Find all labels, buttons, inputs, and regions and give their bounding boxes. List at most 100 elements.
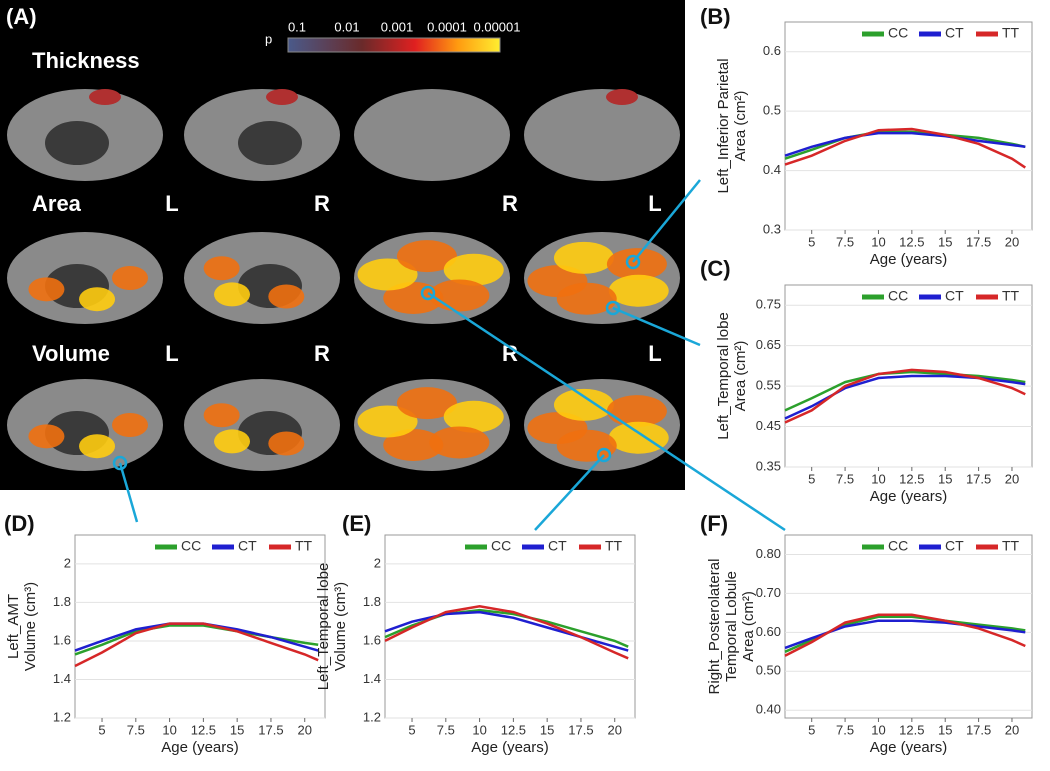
trend-line: [384, 610, 629, 652]
x-tick-label: 5: [98, 722, 105, 737]
panel-label: (C): [700, 256, 731, 281]
activation: [556, 282, 617, 315]
hemisphere-label: L: [648, 341, 661, 366]
brain-medial: [45, 121, 109, 165]
hemisphere-label: L: [648, 191, 661, 216]
x-tick-label: 20: [1005, 234, 1019, 249]
activation: [396, 240, 457, 273]
colorbar-label: 0.1: [288, 19, 306, 34]
x-tick-label: 15: [938, 722, 952, 737]
brain: [524, 89, 680, 181]
y-tick-label: 0.45: [756, 418, 781, 433]
x-tick-label: 7.5: [127, 722, 145, 737]
legend-label: TT: [295, 538, 313, 554]
x-tick-label: 12.5: [899, 471, 924, 486]
activation: [383, 282, 444, 315]
panel-label: (E): [342, 511, 371, 536]
activation: [28, 277, 65, 302]
y-tick-label: 0.75: [756, 297, 781, 312]
legend-label: TT: [1002, 25, 1020, 41]
y-tick-label: 1.8: [53, 594, 71, 609]
y-tick-label: 0.3: [763, 221, 781, 236]
x-tick-label: 5: [808, 471, 815, 486]
y-axis-label: Volume (cm³): [22, 582, 39, 671]
y-tick-label: 1.2: [363, 709, 381, 724]
trend-line: [784, 368, 1026, 424]
activation: [357, 258, 418, 291]
x-axis-label: Age (years): [870, 488, 948, 505]
x-tick-label: 10: [162, 722, 176, 737]
y-tick-label: 0.4: [763, 162, 781, 177]
x-tick-label: 12.5: [899, 234, 924, 249]
colorbar-symbol: p: [265, 31, 272, 46]
activation: [429, 426, 490, 459]
y-axis-label: Area (cm²): [732, 91, 749, 162]
brain-medial: [238, 121, 302, 165]
x-tick-label: 7.5: [836, 722, 854, 737]
panel-label: (F): [700, 511, 728, 536]
x-tick-label: 7.5: [437, 722, 455, 737]
hemisphere-label: R: [314, 191, 330, 216]
activation: [553, 241, 614, 274]
x-tick-label: 10: [472, 722, 486, 737]
legend-label: CC: [888, 25, 908, 41]
trend-line: [74, 622, 319, 668]
y-axis-label: Area (cm²): [740, 591, 757, 662]
x-axis-label: Age (years): [471, 739, 549, 756]
x-tick-label: 12.5: [899, 722, 924, 737]
activation: [429, 279, 490, 312]
y-tick-label: 1.2: [53, 709, 71, 724]
activation: [556, 429, 617, 462]
activation: [112, 413, 148, 437]
activation: [28, 424, 65, 449]
y-tick-label: 1.4: [53, 671, 71, 686]
y-tick-label: 0.50: [756, 663, 781, 678]
x-tick-label: 20: [607, 722, 621, 737]
row-label: Thickness: [32, 48, 140, 73]
activation: [112, 266, 148, 290]
x-axis-label: Age (years): [870, 739, 948, 756]
y-axis-label: Left_Inferior Parietal: [715, 58, 732, 193]
y-axis-label: Left_Temporal lobe: [315, 563, 332, 691]
activation: [383, 429, 444, 462]
legend-label: TT: [605, 538, 623, 554]
hemisphere-label: R: [502, 191, 518, 216]
plot-area: [784, 21, 1033, 231]
legend-label: CC: [888, 538, 908, 554]
x-tick-label: 15: [230, 722, 244, 737]
legend-label: CC: [491, 538, 511, 554]
y-tick-label: 0.60: [756, 624, 781, 639]
y-tick-label: 0.55: [756, 378, 781, 393]
y-axis-label: Left_Temporal lobe: [715, 312, 732, 440]
legend-label: CT: [945, 538, 964, 554]
trend-line: [784, 127, 1026, 169]
activation: [357, 405, 418, 438]
y-axis-label: Right_Posterolateral: [706, 559, 723, 695]
x-tick-label: 12.5: [191, 722, 216, 737]
y-axis-label: Volume (cm³): [332, 582, 349, 671]
y-tick-label: 0.6: [763, 43, 781, 58]
trend-line: [784, 370, 1026, 412]
trend-line: [784, 613, 1026, 657]
legend-label: TT: [1002, 538, 1020, 554]
legend-label: CT: [945, 25, 964, 41]
y-tick-label: 0.65: [756, 337, 781, 352]
activation: [608, 421, 669, 454]
trend-line: [784, 374, 1026, 420]
x-axis-label: Age (years): [870, 251, 948, 268]
x-tick-label: 7.5: [836, 234, 854, 249]
hemisphere-label: L: [165, 191, 178, 216]
y-tick-label: 0.70: [756, 585, 781, 600]
x-tick-label: 12.5: [501, 722, 526, 737]
x-tick-label: 10: [871, 234, 885, 249]
activation: [443, 253, 504, 286]
activation: [203, 256, 240, 281]
y-tick-label: 0.80: [756, 546, 781, 561]
x-tick-label: 10: [871, 471, 885, 486]
legend-label: CT: [945, 288, 964, 304]
activation: [79, 434, 116, 459]
y-tick-label: 1.4: [363, 671, 381, 686]
activation: [89, 89, 121, 105]
activation: [553, 388, 614, 421]
